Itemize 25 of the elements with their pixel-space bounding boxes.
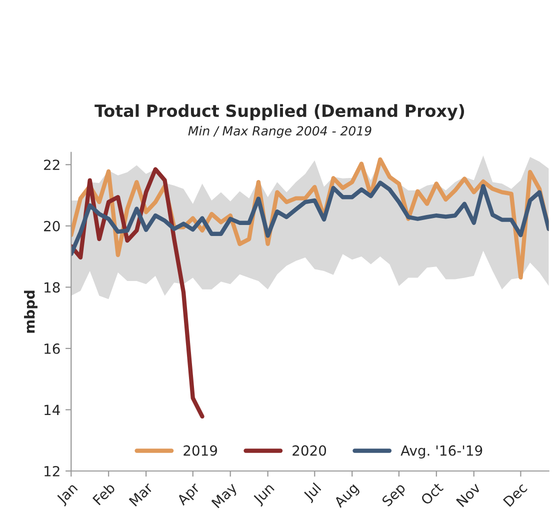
x-tick-label: Jun — [252, 482, 276, 507]
y-tick-label: 18 — [44, 282, 60, 293]
x-tick-label: Oct — [420, 482, 444, 506]
line-series — [71, 180, 549, 256]
y-tick-label: 14 — [44, 404, 60, 416]
x-tick-label: Jan — [56, 482, 80, 506]
legend-label: 2019 — [184, 445, 218, 456]
x-tick-label: Jul — [302, 482, 324, 504]
y-tick-label: 12 — [44, 466, 60, 476]
y-tick-label: 16 — [44, 343, 60, 354]
x-tick-label: Apr — [176, 482, 202, 508]
y-axis-title: mbpd — [24, 290, 38, 333]
chart-subtitle: Min / Max Range 2004 - 2019 — [188, 126, 372, 138]
x-tick-label: Mar — [128, 482, 154, 507]
legend-label: Avg. '16-'19 — [400, 445, 482, 458]
x-tick-label: Nov — [456, 482, 482, 508]
chart-title: Total Product Supplied (Demand Proxy) — [94, 104, 464, 120]
y-tick-label: 20 — [44, 220, 60, 232]
x-tick-label: Feb — [92, 482, 116, 506]
x-tick-label: Dec — [502, 482, 528, 508]
y-tick-label: 22 — [44, 160, 60, 170]
x-tick-label: Aug — [333, 482, 361, 510]
line-series — [71, 167, 204, 419]
x-tick-label: Sep — [381, 482, 408, 509]
legend-label: 2020 — [292, 445, 326, 456]
